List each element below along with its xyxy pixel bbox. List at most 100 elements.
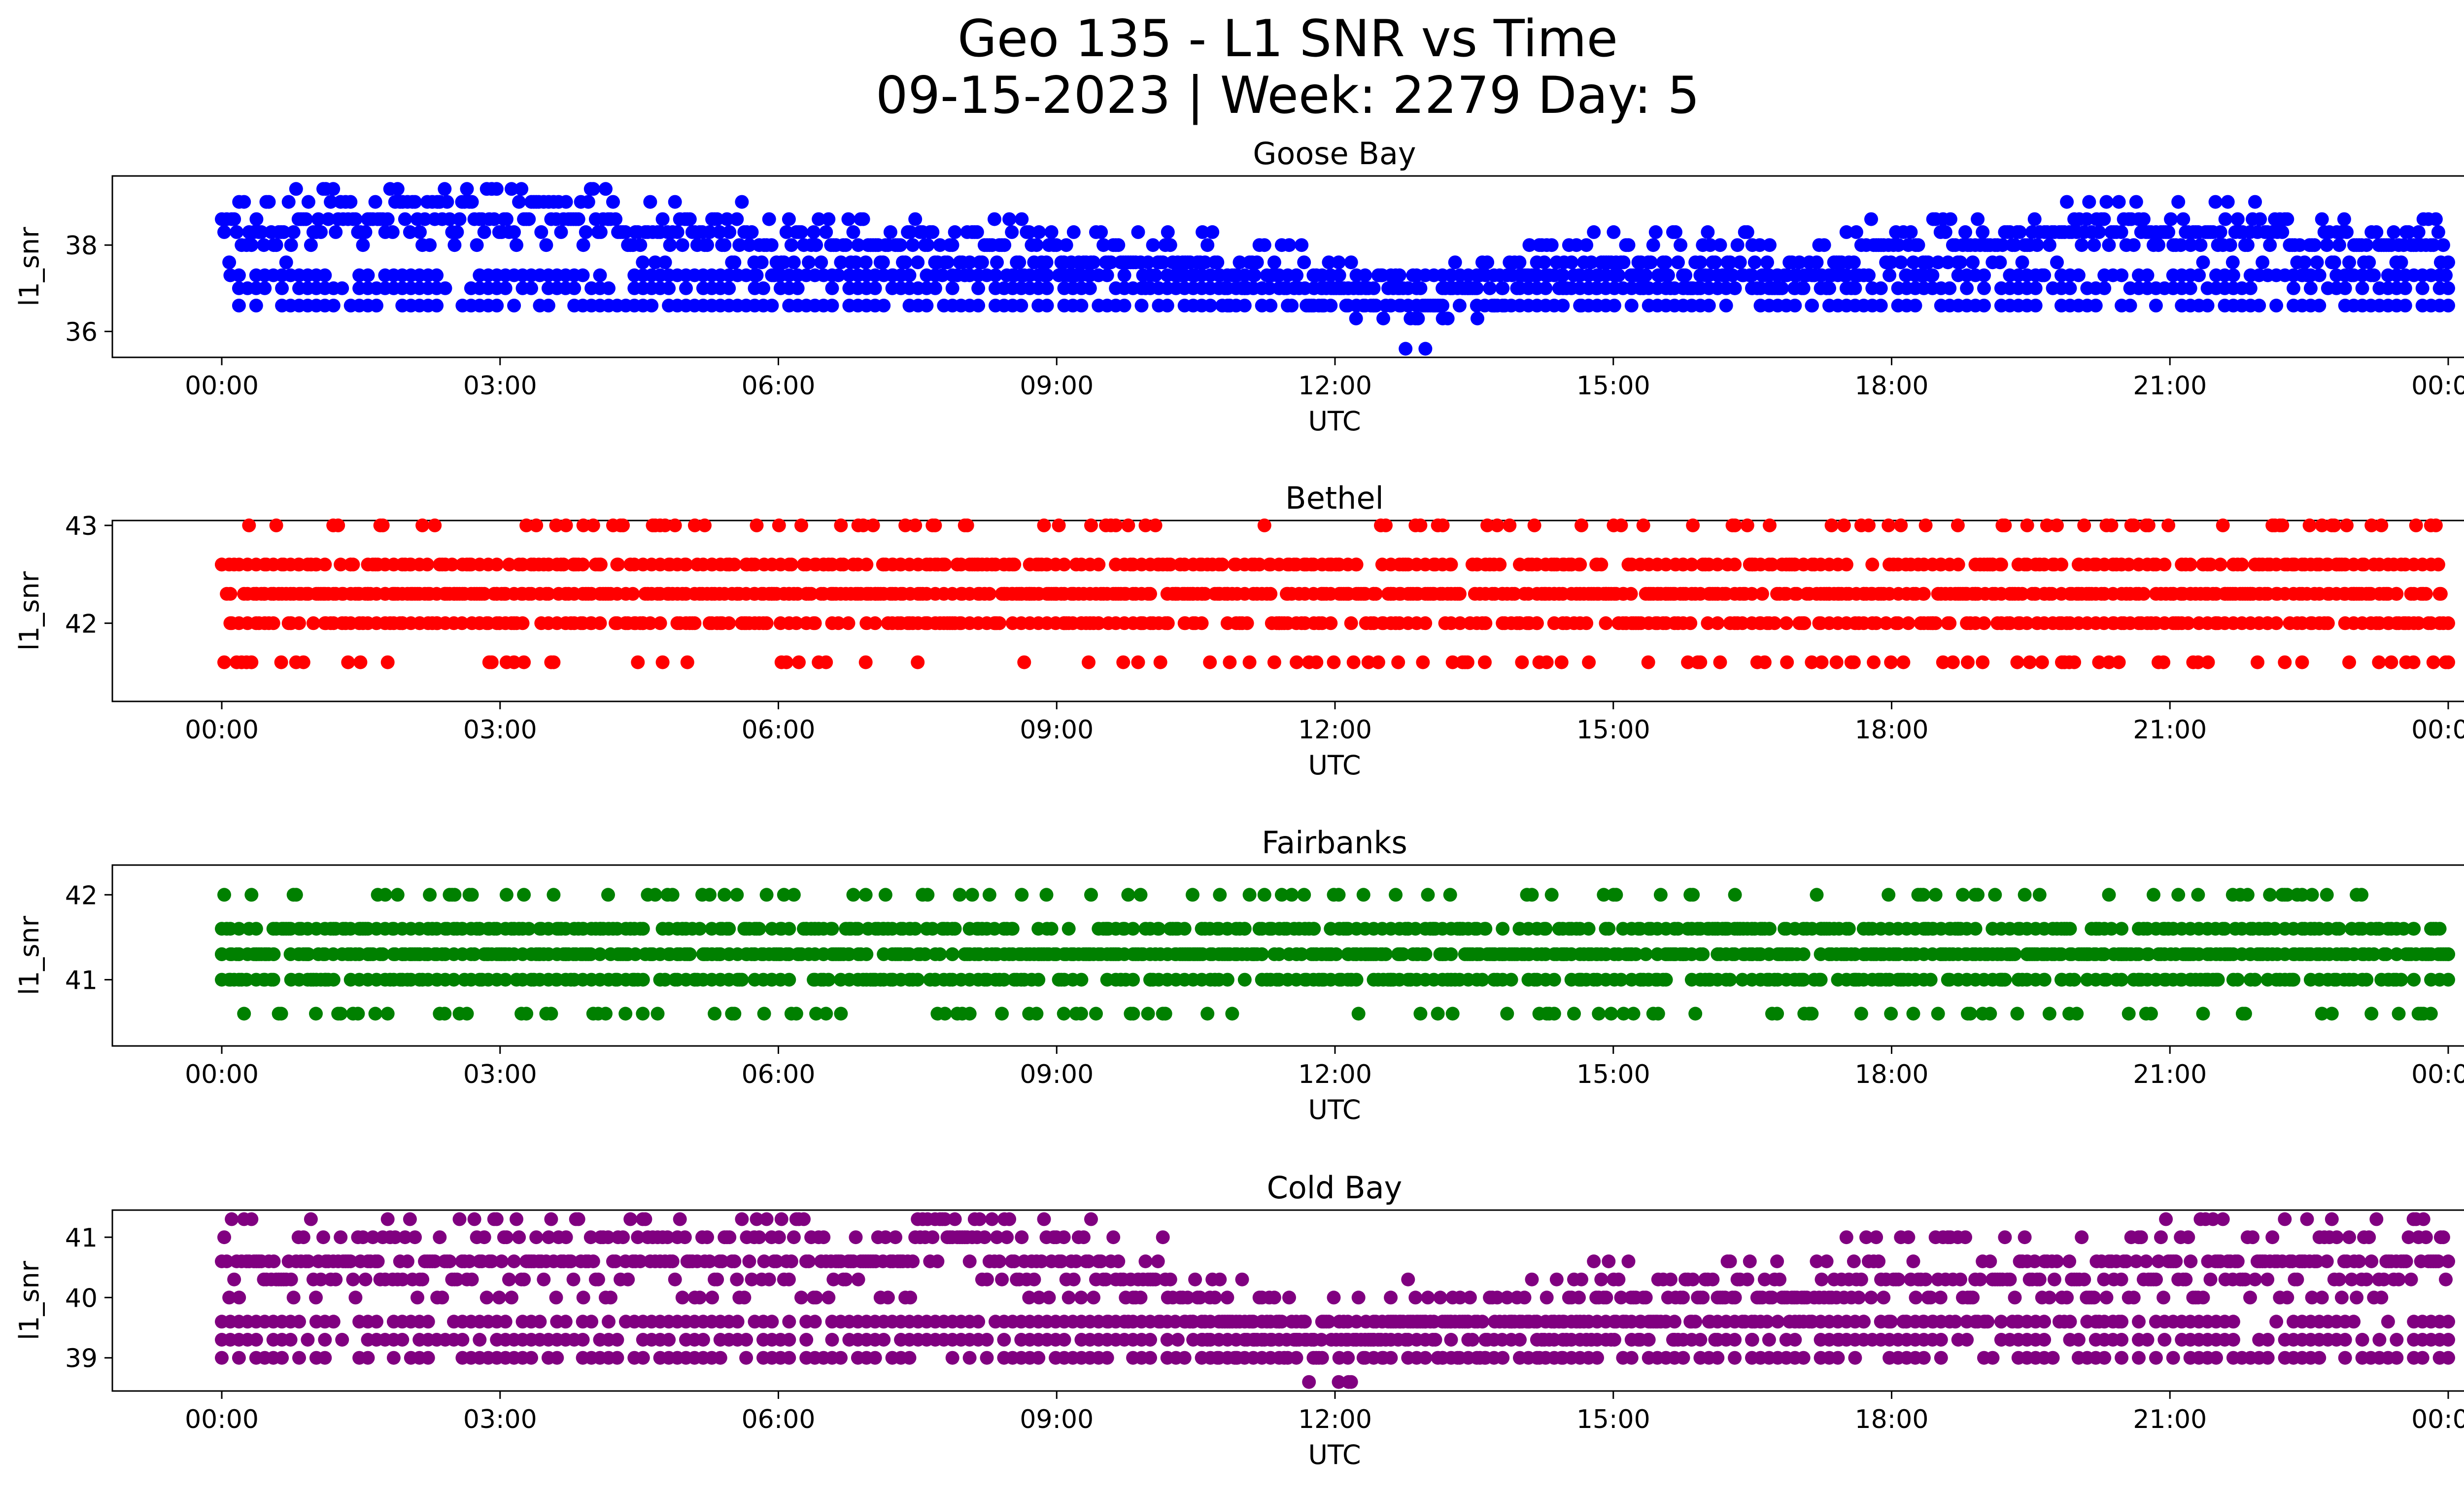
scatter-point [1971, 888, 1985, 902]
scatter-point [2312, 947, 2327, 961]
scatter-point [225, 1212, 239, 1226]
scatter-point [953, 888, 967, 902]
scatter-point [2364, 268, 2378, 282]
scatter-point [2401, 225, 2416, 239]
scatter-point [784, 1254, 798, 1268]
scatter-point [643, 195, 657, 209]
scatter-point [1471, 312, 1484, 326]
scatter-point [1037, 1212, 1051, 1226]
scatter-point [2115, 973, 2129, 987]
scatter-point [232, 298, 246, 313]
scatter-point [507, 655, 521, 669]
scatter-point [2256, 255, 2270, 270]
scatter-point [1022, 225, 1036, 239]
scatter-point [232, 268, 246, 282]
scatter-point [1938, 225, 1952, 239]
scatter-point [1349, 973, 1364, 987]
scatter-point [2075, 238, 2089, 252]
scatter-point [2112, 195, 2126, 209]
scatter-point [1693, 255, 1708, 270]
scatter-point [232, 922, 246, 936]
scatter-point [2355, 947, 2369, 961]
scatter-point [1443, 888, 1457, 902]
scatter-point [505, 1290, 518, 1305]
scatter-point [2042, 1007, 2056, 1021]
scatter-point [1537, 255, 1551, 270]
scatter-point [645, 298, 659, 313]
scatter-point [2381, 973, 2395, 987]
scatter-point [1074, 1007, 1088, 1021]
scatter-point [1200, 1007, 1215, 1021]
scatter-point [1856, 268, 1871, 282]
scatter-point [787, 255, 801, 270]
x-tick-label: 03:00 [463, 715, 537, 745]
scatter-point [1483, 281, 1497, 295]
scatter-points [215, 518, 2455, 669]
scatter-point [1779, 947, 1793, 961]
scatter-point [1246, 587, 1261, 601]
scatter-point [370, 298, 383, 313]
scatter-point [945, 947, 959, 961]
scatter-point [1074, 1290, 1088, 1305]
scatter-point [286, 1290, 301, 1305]
scatter-point [1327, 655, 1341, 669]
scatter-point [881, 1290, 895, 1305]
scatter-point [906, 1254, 920, 1268]
x-tick-label: 00:00 [185, 371, 259, 401]
scatter-point [2208, 195, 2223, 209]
scatter-point [762, 212, 776, 226]
scatter-point [601, 888, 615, 902]
scatter-point [440, 195, 454, 209]
scatter-point [658, 518, 672, 532]
scatter-point [2175, 616, 2189, 630]
scatter-point [1822, 922, 1836, 936]
scatter-point [849, 255, 863, 270]
scatter-point [1755, 587, 1769, 601]
x-tick-label: 09:00 [1020, 1060, 1094, 1089]
scatter-point [1884, 1007, 1898, 1021]
scatter-point [510, 238, 523, 252]
scatter-point [591, 1272, 605, 1286]
scatter-point [2102, 238, 2116, 252]
scatter-point [902, 973, 917, 987]
scatter-point [1512, 255, 1527, 270]
scatter-point [1131, 225, 1145, 239]
scatter-point [1792, 255, 1807, 270]
y-axis-label: l1_snr [14, 915, 45, 995]
scatter-point [1810, 888, 1824, 902]
scatter-point [1264, 298, 1278, 313]
scatter-point [1487, 268, 1501, 282]
scatter-point [1931, 1007, 1945, 1021]
scatter-point [1723, 255, 1737, 270]
scatter-point [846, 888, 860, 902]
scatter-point [502, 1272, 516, 1286]
scatter-point [2149, 587, 2163, 601]
scatter-point [2087, 238, 2101, 252]
scatter-point [2441, 655, 2455, 669]
scatter-point [549, 518, 563, 532]
scatter-point [825, 281, 839, 295]
scatter-point [1346, 655, 1361, 669]
scatter-point [2302, 518, 2317, 532]
scatter-point [2097, 973, 2112, 987]
scatter-point [2147, 888, 2160, 902]
scatter-point [326, 182, 341, 196]
scatter-point [2063, 973, 2077, 987]
scatter-point [2355, 281, 2369, 295]
scatter-point [1621, 238, 1636, 252]
scatter-point [1237, 922, 1252, 936]
scatter-point [971, 281, 986, 295]
scatter-point [732, 238, 747, 252]
scatter-point [1349, 312, 1363, 326]
scatter-point [814, 255, 828, 270]
scatter-point [408, 1230, 422, 1245]
scatter-point [479, 1290, 494, 1305]
scatter-point [1220, 1290, 1234, 1305]
scatter-point [361, 268, 375, 282]
scatter-point [1713, 655, 1727, 669]
scatter-point [616, 1230, 630, 1245]
scatter-point [1005, 225, 1019, 239]
scatter-point [1332, 255, 1346, 270]
scatter-point [593, 616, 607, 630]
